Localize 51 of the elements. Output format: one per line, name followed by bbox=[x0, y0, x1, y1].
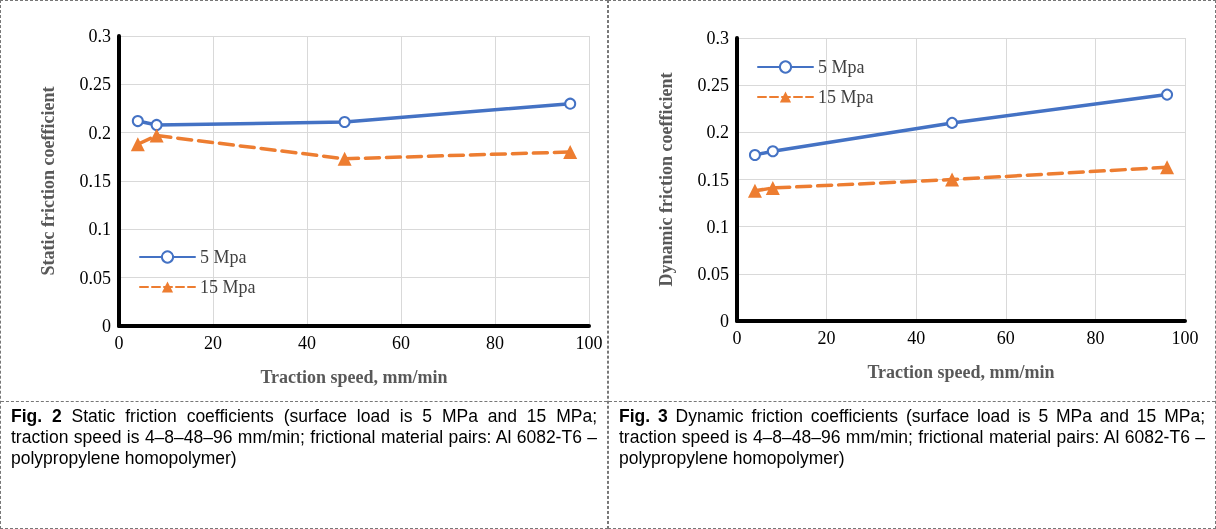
point bbox=[946, 116, 959, 129]
point bbox=[1161, 88, 1174, 101]
point bbox=[150, 118, 163, 131]
point bbox=[564, 97, 577, 110]
x-tick-label: 0 bbox=[732, 328, 742, 348]
point bbox=[563, 145, 578, 159]
point bbox=[945, 172, 960, 187]
y-tick-label: 0.05 bbox=[79, 267, 111, 288]
y-tick-label: 0.1 bbox=[88, 219, 111, 240]
caption: Fig. 2 Static friction coefficients (surface load is 5 MPa and 15 MPa; traction speed is 4–8–48–96 mm/min; frictional material pairs: Al 6082-T6 – polypropylene homopolymer) bbox=[10, 405, 598, 470]
y-axis-title: Dynamic friction coefficient bbox=[656, 72, 676, 287]
y-tick-label: 0 bbox=[720, 311, 729, 331]
point bbox=[1160, 160, 1175, 175]
x-tick-label: 60 bbox=[392, 333, 410, 353]
point bbox=[131, 115, 144, 128]
legend-label: 15 Mpa bbox=[818, 87, 874, 107]
x-tick-label: 40 bbox=[298, 333, 316, 353]
x-tick-label: 80 bbox=[1086, 328, 1105, 348]
y-tick-label: 0.05 bbox=[697, 263, 729, 284]
y-tick-label: 0.25 bbox=[79, 74, 111, 95]
x-axis-title: Traction speed, mm/min bbox=[260, 367, 448, 387]
legend-label: 5 Mpa bbox=[200, 247, 247, 267]
legend-label: 15 Mpa bbox=[200, 277, 256, 297]
point bbox=[149, 128, 164, 143]
y-tick-label: 0.15 bbox=[79, 171, 111, 191]
point bbox=[765, 180, 780, 195]
y-tick-label: 0.3 bbox=[706, 28, 729, 48]
x-tick-label: 0 bbox=[114, 333, 124, 353]
x-tick-label: 20 bbox=[817, 328, 836, 348]
x-tick-label: 60 bbox=[996, 328, 1015, 348]
x-tick-label: 80 bbox=[486, 333, 504, 353]
point bbox=[747, 183, 762, 198]
caption: Fig. 3 Dynamic friction coefficients (surface load is 5 MPa and 15 MPa; traction speed is 4–8–48–96 mm/min; frictional material pairs: Al 6082-T6 – polypropylene homopolymer) bbox=[618, 405, 1206, 470]
y-tick-label: 0.15 bbox=[697, 169, 729, 190]
point bbox=[338, 116, 351, 129]
x-axis-title: Traction speed, mm/min bbox=[867, 362, 1055, 382]
x-tick-label: 20 bbox=[204, 333, 222, 353]
x-tick-label: 40 bbox=[907, 328, 926, 348]
x-tick-label: 100 bbox=[575, 333, 603, 353]
x-tick-label: 100 bbox=[1171, 328, 1199, 348]
y-tick-label: 0.1 bbox=[706, 216, 729, 237]
y-tick-label: 0.3 bbox=[88, 26, 111, 46]
point bbox=[337, 151, 352, 166]
y-tick-label: 0.2 bbox=[706, 122, 729, 143]
legend-label: 5 Mpa bbox=[818, 57, 865, 77]
point bbox=[748, 148, 761, 161]
point bbox=[130, 137, 145, 152]
y-axis-title: Static friction coefficient bbox=[38, 86, 58, 276]
y-tick-label: 0.2 bbox=[88, 122, 111, 143]
point bbox=[766, 145, 779, 158]
y-tick-label: 0.25 bbox=[697, 75, 729, 96]
